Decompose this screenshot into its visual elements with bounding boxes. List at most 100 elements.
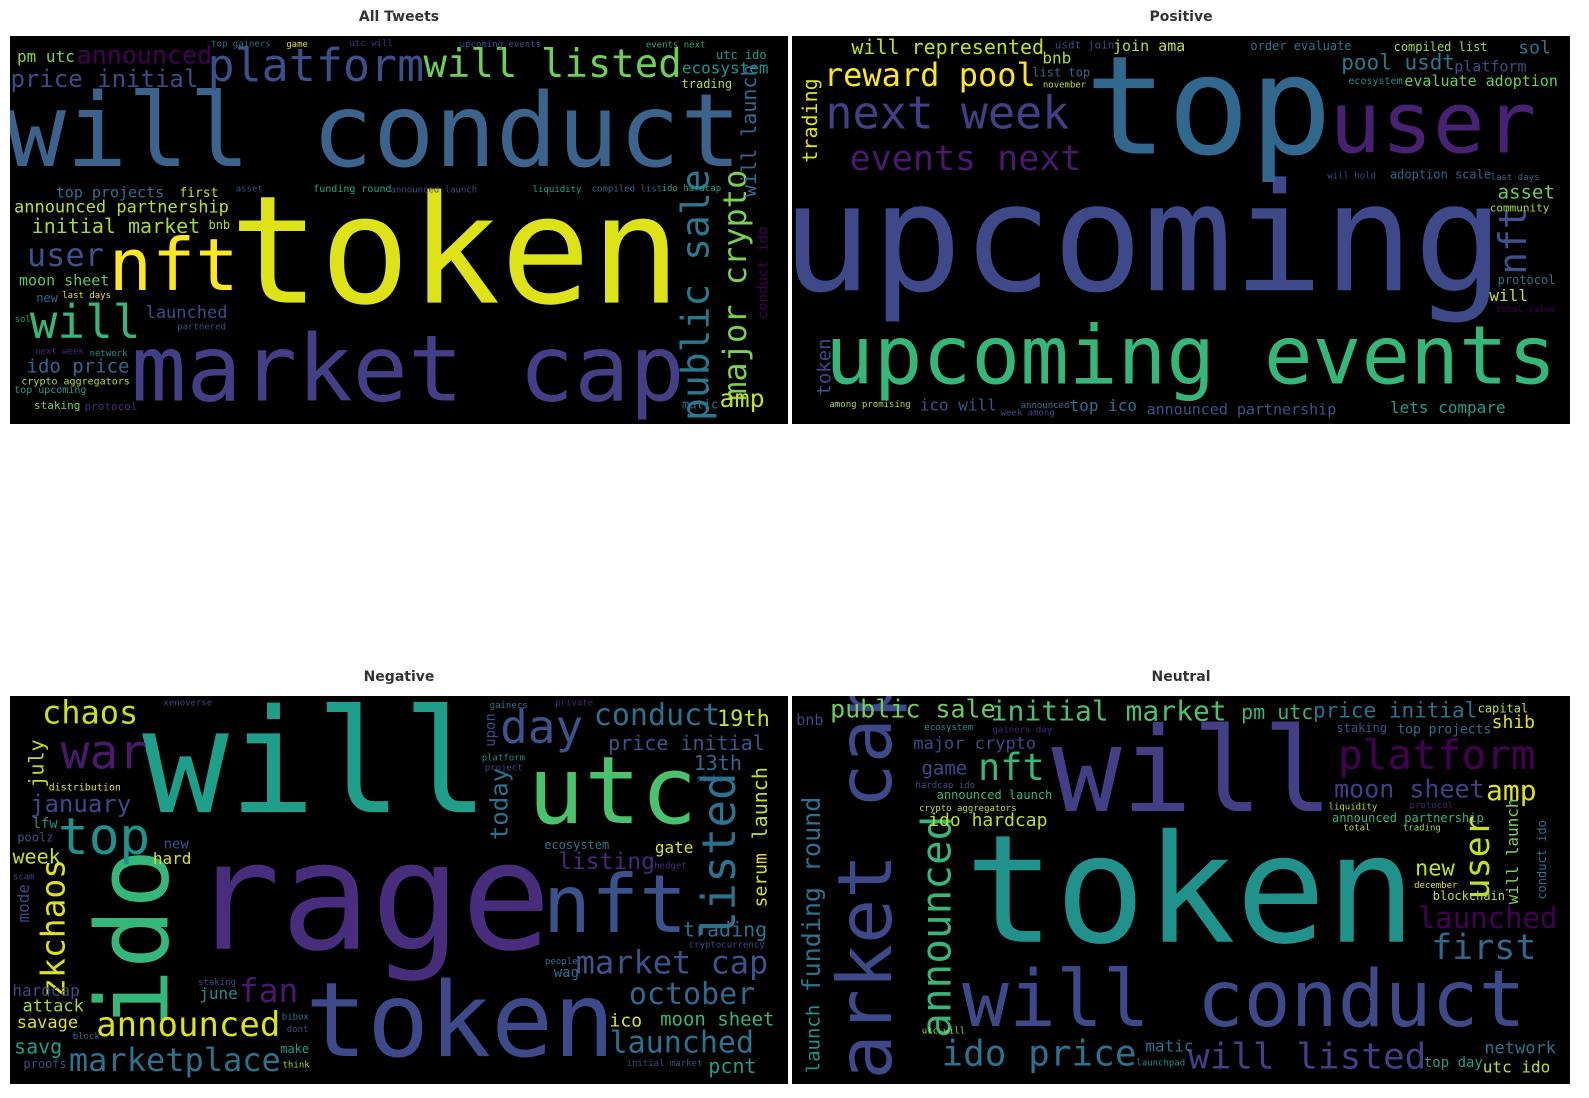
cloud-word: platform (1338, 731, 1535, 779)
cloud-word: will (30, 295, 141, 349)
cloud-word: liquidity (533, 185, 582, 195)
cloud-word: will (1489, 286, 1528, 305)
cloud-word: last days (62, 291, 111, 301)
cloud-word: trading (1403, 824, 1441, 834)
cloud-word: amp (1486, 774, 1537, 807)
panel-title: All Tweets (358, 9, 440, 25)
cloud-word: pool usdt (1341, 50, 1455, 74)
cloud-word: block (73, 1032, 101, 1042)
cloud-word: ido (75, 848, 192, 1029)
cloud-word: lfw (32, 816, 58, 832)
cloud-word: token (965, 804, 1417, 978)
cloud-word: network (90, 349, 129, 359)
cloud-word: join ama (1113, 37, 1185, 55)
cloud-word: asset (236, 185, 263, 195)
cloud-word: token (229, 165, 681, 339)
cloud-word: token (305, 961, 615, 1080)
cloud-word: next week (825, 86, 1069, 139)
word-cloud-all-tweets: token will conduct market cap platform will … (10, 36, 788, 424)
cloud-word: among promising (829, 400, 910, 410)
cloud-word: bibox (282, 1013, 310, 1023)
panel-title: Negative (363, 669, 435, 685)
cloud-word: initial market (32, 214, 201, 238)
cloud-word: moon sheet (660, 1009, 774, 1031)
cloud-word: rage (190, 811, 551, 985)
cloud-word: token (814, 338, 836, 395)
cloud-word: announced (96, 1005, 280, 1045)
cloud-word: first (1431, 928, 1536, 968)
cloud-word: amp (720, 384, 765, 413)
cloud-word: moon sheet (19, 272, 109, 290)
cloud-word: today (486, 768, 514, 840)
cloud-word: total (1343, 824, 1370, 834)
cloud-word: game (921, 758, 967, 780)
cloud-word: will launch (737, 64, 761, 196)
cloud-word: launched (1418, 901, 1558, 935)
cloud-word: utc will (349, 39, 392, 49)
cloud-word: blockchain (1433, 889, 1505, 903)
cloud-word: ecosystem (544, 838, 609, 852)
cloud-word: will launch (1503, 798, 1522, 904)
cloud-word: launched (146, 303, 228, 323)
cloud-word: nft (543, 858, 688, 951)
cloud-word: will hold (1327, 172, 1376, 182)
cloud-word: usdt join (1055, 39, 1115, 52)
cloud-word: community (1490, 201, 1550, 214)
cloud-word: reward pool (824, 56, 1036, 94)
cloud-word: bnb (1042, 48, 1071, 67)
cloud-word: platform (208, 39, 425, 92)
cloud-word: market cap (131, 315, 685, 420)
cloud-word: last days (1491, 173, 1540, 183)
cloud-word: upcoming (792, 152, 1504, 326)
cloud-word: conduct (594, 698, 720, 733)
cloud-word: user (1329, 73, 1536, 173)
cloud-word: new (1415, 856, 1455, 881)
cloud-word: cryptocurrency (689, 941, 765, 951)
cloud-word: announced partnership (14, 198, 229, 218)
cloud-word: adoption scale (1390, 167, 1491, 181)
cloud-word: proofs (23, 1057, 66, 1071)
cloud-word: new (36, 291, 58, 305)
cloud-word: savg (14, 1035, 62, 1059)
cloud-word: ico (610, 1011, 643, 1032)
cloud-word: public sale (673, 169, 717, 420)
cloud-word: week (13, 844, 61, 868)
cloud-word: utc ido (716, 48, 767, 62)
cloud-word: shib (1492, 712, 1535, 733)
cloud-word: crypto aggregators (919, 804, 1017, 814)
cloud-word: week among (1001, 409, 1055, 419)
cloud-word: lets compare (1390, 398, 1506, 417)
cloud-word: staking (34, 399, 80, 412)
cloud-word: platform (482, 754, 525, 764)
cloud-word: ido price (941, 1033, 1136, 1074)
cloud-word: stake (696, 774, 723, 784)
cloud-word: poolz (17, 830, 53, 844)
cloud-word: initial market (627, 1059, 703, 1069)
cloud-word: price initial (608, 731, 765, 755)
cloud-word: first (179, 186, 218, 201)
cloud-word: distribution (49, 783, 121, 794)
cloud-word: ido hardcap (662, 184, 722, 194)
cloud-word: will (1051, 702, 1333, 839)
cloud-word: ecosystem (924, 723, 973, 733)
cloud-word: november (1043, 80, 1087, 90)
cloud-word: sol (1518, 37, 1551, 58)
cloud-word: scam (13, 872, 35, 882)
cloud-word: events next (850, 139, 1082, 179)
cloud-word: top gainers (211, 40, 271, 50)
cloud-word: savage (17, 1013, 78, 1033)
cloud-word: crypto aggregators (21, 376, 129, 387)
cloud-word: announced launch (937, 788, 1053, 802)
cloud-word: pm utc (17, 47, 75, 66)
cloud-word: evaluate adoption (1404, 72, 1558, 90)
cloud-word: announced launch (391, 185, 478, 195)
cloud-word: will conduct (10, 72, 742, 191)
cloud-word: 13th (694, 751, 742, 775)
cloud-word: order evaluate (1250, 39, 1351, 53)
cloud-word: december (1414, 881, 1458, 891)
cloud-word: top (58, 808, 150, 867)
cloud-word: make (280, 1042, 309, 1056)
cloud-word: matic (1145, 1037, 1193, 1056)
